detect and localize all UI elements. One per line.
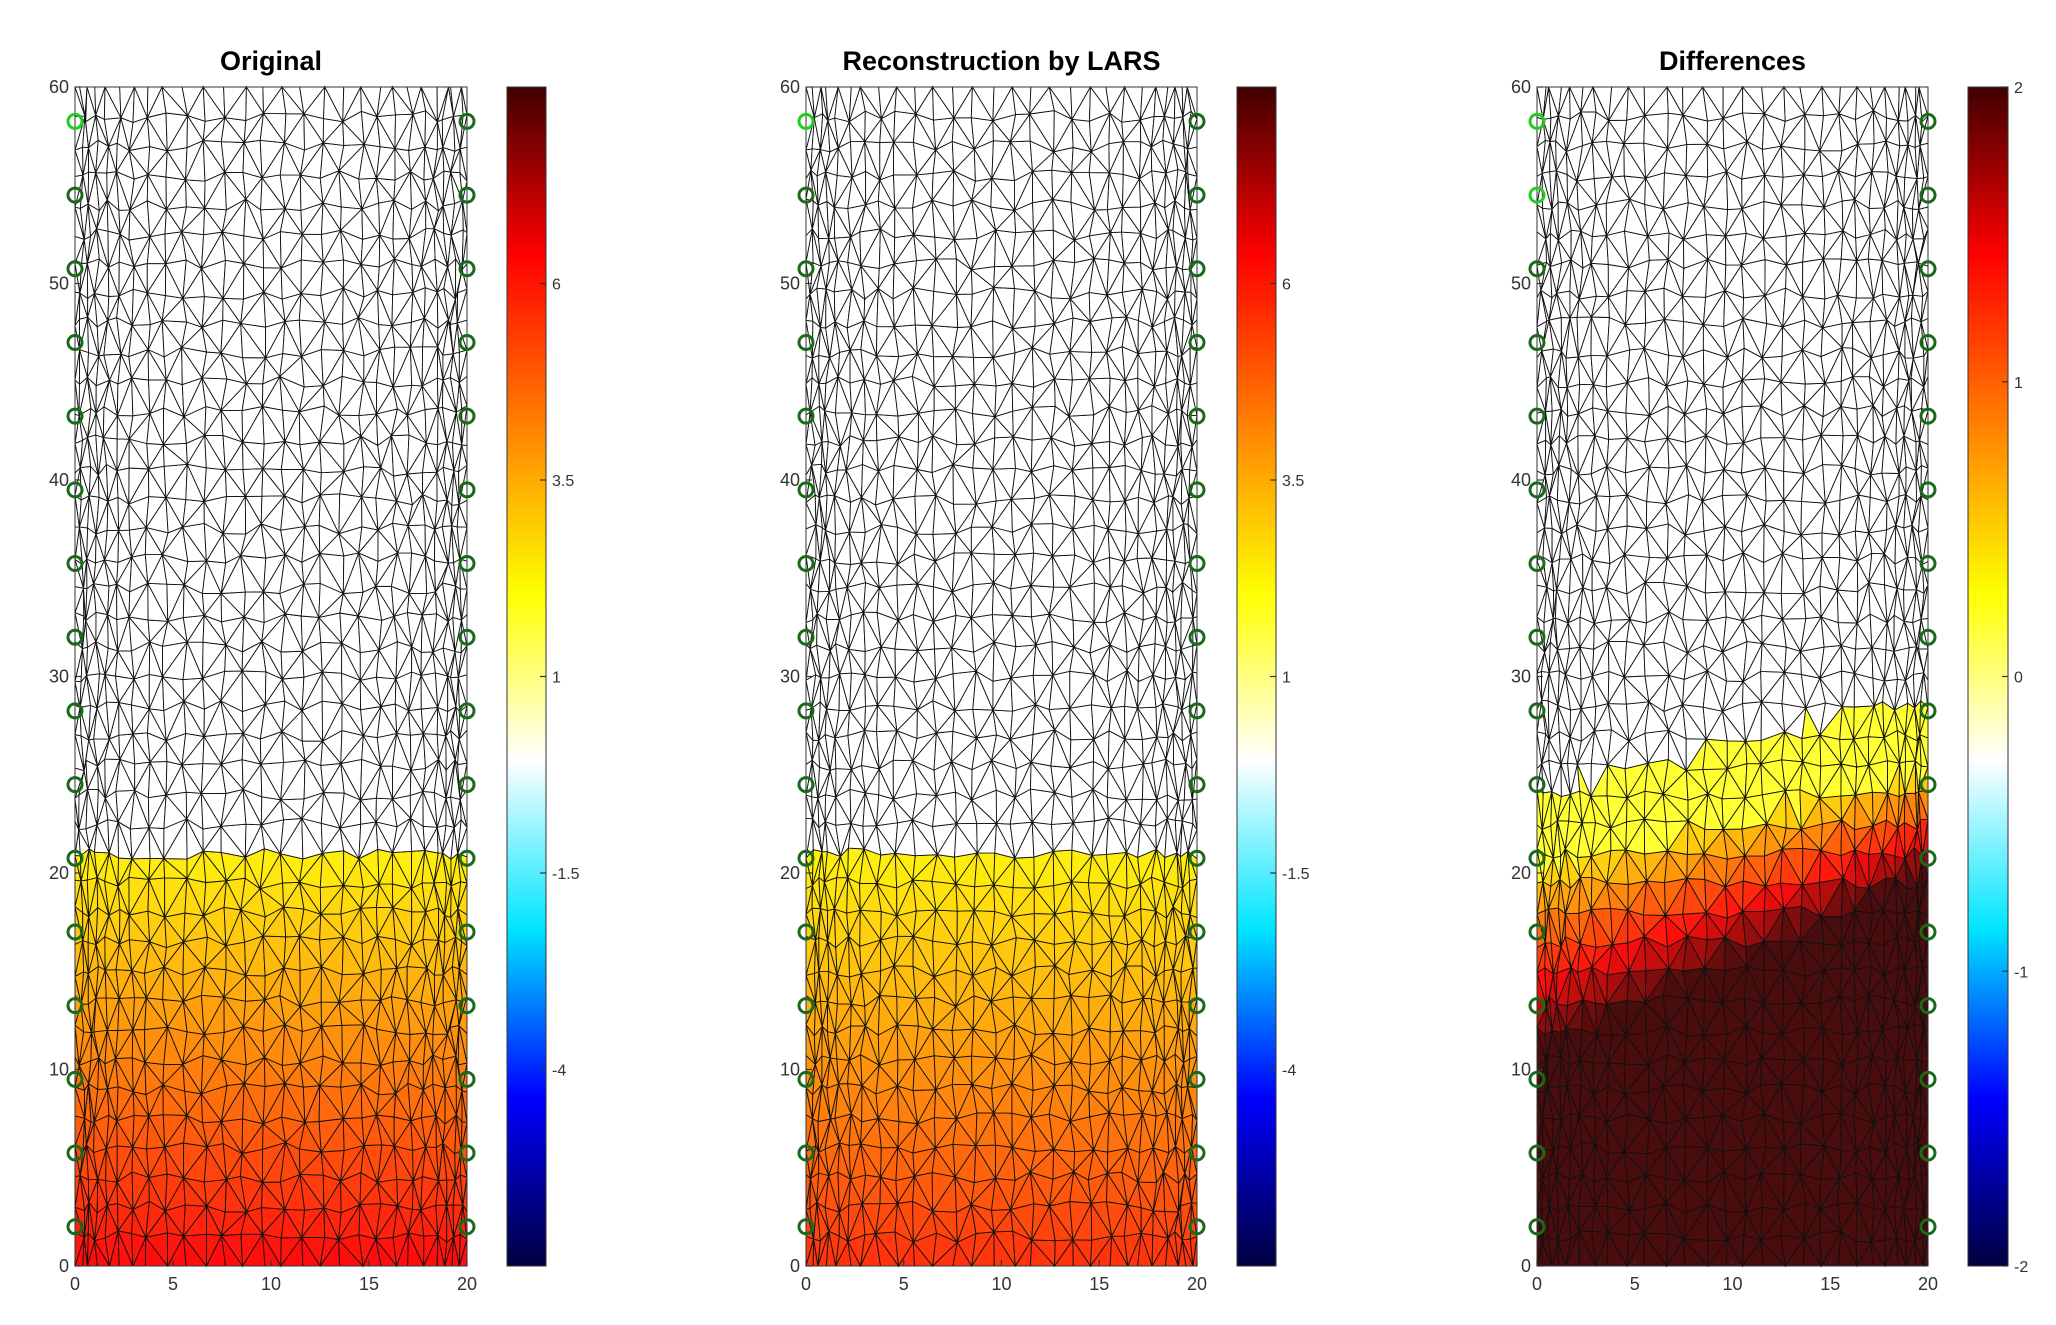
colorbar-tick-label: 1 xyxy=(552,670,561,687)
colorbar-tick-label: 3.5 xyxy=(552,473,574,490)
y-tick-label: 60 xyxy=(49,77,69,97)
chart-title: Reconstruction by LARS xyxy=(842,46,1160,76)
x-tick-label: 0 xyxy=(70,1274,80,1294)
x-tick-label: 20 xyxy=(457,1274,477,1294)
x-tick-label: 0 xyxy=(801,1274,811,1294)
y-tick-label: 40 xyxy=(780,470,800,490)
y-tick-label: 0 xyxy=(790,1256,800,1276)
y-tick-label: 0 xyxy=(59,1256,69,1276)
x-tick-label: 15 xyxy=(359,1274,379,1294)
y-tick-label: 30 xyxy=(49,667,69,687)
y-tick-label: 30 xyxy=(780,667,800,687)
y-tick-label: 20 xyxy=(49,863,69,883)
colorbar-tick-label: 6 xyxy=(1282,277,1291,294)
colorbar-tick-label: -4 xyxy=(552,1063,566,1080)
colorbar-tick-label: -4 xyxy=(1282,1063,1296,1080)
colorbar-tick-label: -1.5 xyxy=(1282,866,1310,883)
x-tick-label: 5 xyxy=(168,1274,178,1294)
x-tick-label: 20 xyxy=(1187,1274,1207,1294)
x-tick-label: 10 xyxy=(261,1274,281,1294)
x-tick-label: 5 xyxy=(899,1274,909,1294)
panel-original: Original 0 5 10 15 20 0 10 20 30 40 50 60 -4 -1.5 1 3.5 6 xyxy=(49,46,580,1294)
x-tick-label: 10 xyxy=(991,1274,1011,1294)
y-tick-label: 50 xyxy=(780,274,800,294)
y-tick-label: 60 xyxy=(780,77,800,97)
mesh xyxy=(74,85,468,1268)
colorbar-tick-label: 3.5 xyxy=(1282,473,1304,490)
panel-reconstruction: Reconstruction by LARS 0 5 10 15 20 0 10 20 30 40 5… xyxy=(780,46,1310,1294)
colorbar-tick-label: 6 xyxy=(552,277,561,294)
x-tick-label: 15 xyxy=(1089,1274,1109,1294)
colorbar-tick-label: 1 xyxy=(1282,670,1291,687)
mesh xyxy=(805,85,1198,1268)
colorbar-tick-label: -1.5 xyxy=(552,866,580,883)
chart-title: Original xyxy=(220,46,322,76)
y-tick-label: 50 xyxy=(49,274,69,294)
y-tick-label: 10 xyxy=(49,1060,69,1080)
y-tick-label: 40 xyxy=(49,470,69,490)
mesh xyxy=(1536,85,1929,1268)
chart-title: Differences xyxy=(1659,46,1806,76)
y-tick-label: 20 xyxy=(780,863,800,883)
y-tick-label: 10 xyxy=(780,1060,800,1080)
